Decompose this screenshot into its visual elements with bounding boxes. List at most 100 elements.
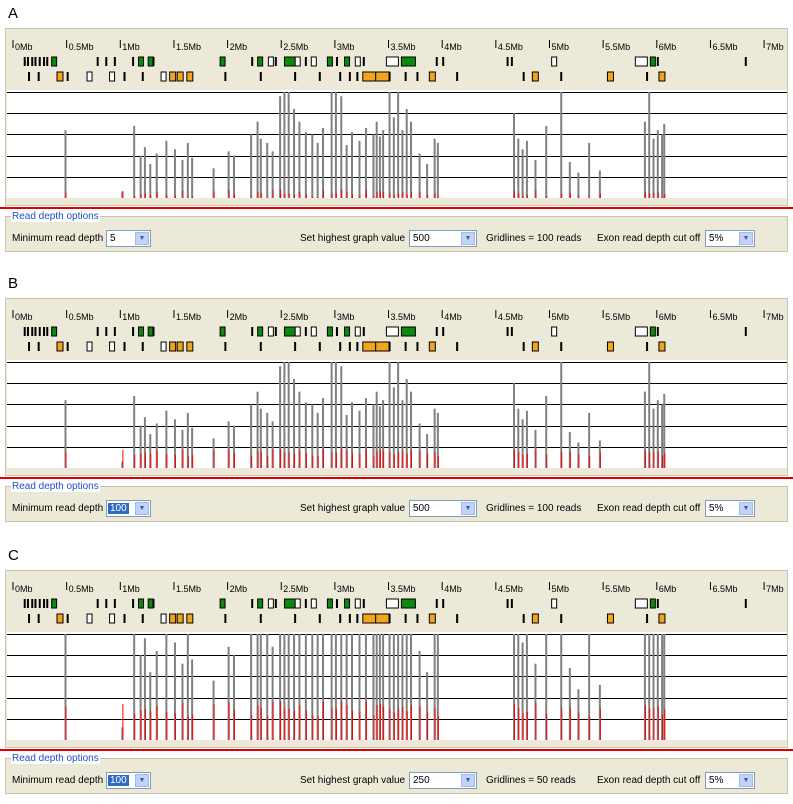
min-read-depth-select[interactable]: 100 ▼ (106, 500, 151, 517)
low-coverage-bar (653, 451, 655, 468)
coverage-bar (517, 138, 520, 198)
chevron-down-icon[interactable]: ▼ (739, 232, 753, 245)
chevron-down-icon[interactable]: ▼ (739, 502, 753, 515)
low-coverage-bar (365, 190, 367, 198)
low-coverage-bar (251, 196, 253, 198)
low-coverage-bar (522, 454, 524, 468)
gene-marker (522, 342, 525, 351)
coverage-bar (133, 125, 136, 198)
coverage-bar (316, 412, 319, 468)
low-coverage-bar (437, 197, 439, 198)
low-coverage-bar (351, 710, 353, 740)
exon-block (551, 56, 558, 67)
low-coverage-bar (346, 191, 348, 198)
chevron-down-icon[interactable]: ▼ (461, 502, 475, 515)
exon-block (267, 56, 274, 67)
chevron-down-icon[interactable]: ▼ (135, 774, 149, 787)
exon-cutoff-label: Exon read depth cut off (597, 233, 701, 244)
exon-cutoff-select-value: 5% (709, 503, 724, 514)
coverage-bar (298, 391, 301, 468)
coverage-bar (382, 400, 385, 468)
highest-graph-value-select[interactable]: 500 ▼ (409, 500, 477, 517)
gene-marker (46, 599, 49, 608)
gene-marker (335, 327, 338, 336)
read-depth-graph-svg (7, 634, 787, 741)
low-coverage-bar (187, 716, 189, 740)
coverage-bar (521, 419, 524, 468)
low-coverage-bar (122, 191, 124, 198)
axis-tick-label: 4.5Mb (498, 42, 523, 52)
exon-block (385, 56, 399, 67)
gene-marker (251, 327, 254, 336)
chevron-down-icon[interactable]: ▼ (135, 232, 149, 245)
gene-marker (224, 342, 227, 351)
coverage-bar (588, 634, 591, 740)
min-read-depth-select[interactable]: 5 ▼ (106, 230, 151, 247)
coverage-bar (139, 155, 142, 198)
chevron-down-icon[interactable]: ▼ (461, 774, 475, 787)
gene-marker (456, 342, 459, 351)
coverage-bar (350, 634, 353, 740)
coverage-bar (375, 391, 378, 468)
exon-block (147, 598, 154, 609)
low-coverage-bar (305, 453, 307, 468)
coverage-bar (287, 634, 290, 740)
exon-block (634, 326, 648, 337)
axis-tick-label: 2Mb (230, 312, 248, 322)
gene-marker (339, 342, 342, 351)
read-depth-graph[interactable] (7, 632, 787, 741)
exon-block (186, 613, 194, 624)
exon-cutoff-select[interactable]: 5% ▼ (705, 772, 755, 789)
axis-tick-label: 3.5Mb (391, 312, 416, 322)
exon-cutoff-label: Exon read depth cut off (597, 503, 701, 514)
read-depth-graph[interactable] (7, 360, 787, 469)
low-coverage-bar (267, 197, 269, 198)
chevron-down-icon[interactable]: ▼ (739, 774, 753, 787)
coverage-bar (311, 634, 314, 740)
exon-cutoff-select[interactable]: 5% ▼ (705, 500, 755, 517)
gene-track[interactable]: 0Mb 0.5Mb 1Mb 1.5Mb 2Mb 2.5Mb 3Mb 3.5Mb 4Mb 4.5Mb… (7, 308, 787, 376)
axis-tick-label: 5Mb (552, 312, 570, 322)
exon-cutoff-select[interactable]: 5% ▼ (705, 230, 755, 247)
coverage-bar (155, 423, 158, 468)
coverage-bar (392, 387, 395, 468)
coverage-bar (345, 415, 348, 468)
gene-marker (356, 72, 359, 81)
gene-track[interactable]: 0Mb 0.5Mb 1Mb 1.5Mb 2Mb 2.5Mb 3Mb 3.5Mb 4Mb 4.5Mb… (7, 38, 787, 106)
gene-marker (744, 327, 747, 336)
coverage-bar (227, 151, 230, 198)
gene-marker (416, 72, 419, 81)
axis-tick-label: 2Mb (230, 584, 248, 594)
low-coverage-bar (664, 193, 666, 198)
panel-a: A 0Mb 0.5Mb 1Mb 1.5Mb 2Mb 2.5Mb 3Mb 3.5Mb 4Mb 4.5M… (0, 0, 793, 262)
coverage-bar (340, 366, 343, 468)
chevron-down-icon[interactable]: ▼ (135, 502, 149, 515)
low-coverage-bar (644, 450, 646, 468)
gene-marker (38, 599, 41, 608)
axis-tick-label: 3Mb (337, 584, 355, 594)
coverage-bar (259, 138, 262, 198)
highest-graph-value-select[interactable]: 500 ▼ (409, 230, 477, 247)
axis-tick-label: 7Mb (766, 42, 784, 52)
exon-cutoff-select-value: 5% (709, 775, 724, 786)
low-coverage-bar (294, 453, 296, 468)
read-depth-graph[interactable] (7, 90, 787, 199)
gene-track[interactable]: 0Mb 0.5Mb 1Mb 1.5Mb 2Mb 2.5Mb 3Mb 3.5Mb 4Mb 4.5Mb… (7, 580, 787, 648)
low-coverage-bar (257, 450, 259, 468)
low-coverage-bar (312, 455, 314, 468)
gene-marker (66, 72, 69, 81)
min-read-depth-select[interactable]: 100 ▼ (106, 772, 151, 789)
axis-tick-label: 0.5Mb (69, 312, 94, 322)
coverage-bar (334, 634, 337, 740)
chevron-down-icon[interactable]: ▼ (461, 232, 475, 245)
coverage-bar (588, 142, 591, 198)
gene-track-svg: 0Mb 0.5Mb 1Mb 1.5Mb 2Mb 2.5Mb 3Mb 3.5Mb 4Mb 4.5Mb… (12, 40, 784, 82)
axis-tick-label: 0.5Mb (69, 584, 94, 594)
coverage-bar (401, 130, 404, 198)
low-coverage-bar (518, 707, 520, 740)
low-coverage-bar (341, 448, 343, 468)
axis-tick-label: 4.5Mb (498, 584, 523, 594)
highest-graph-value-select[interactable]: 250 ▼ (409, 772, 477, 789)
low-coverage-bar (260, 192, 262, 198)
coverage-bar (656, 130, 659, 198)
